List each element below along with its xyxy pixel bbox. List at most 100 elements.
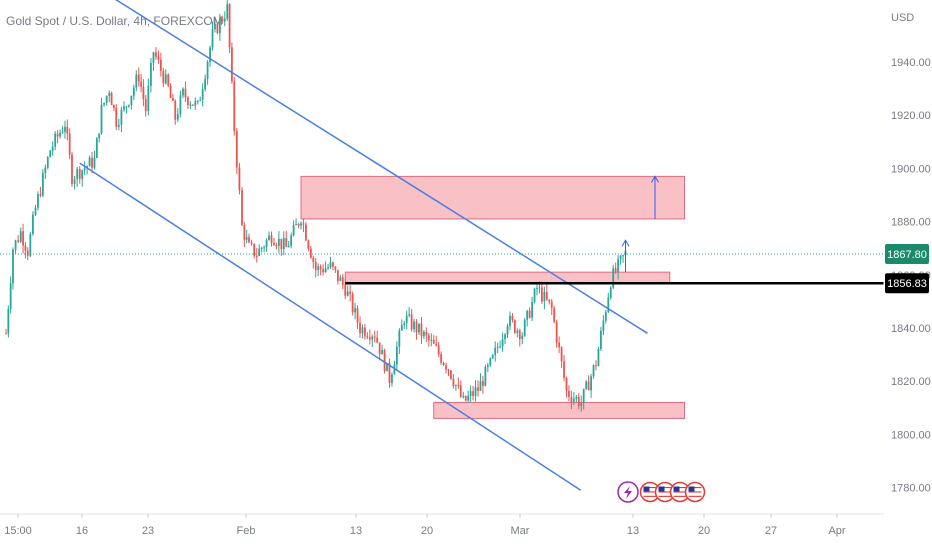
- candle-body: [44, 167, 47, 173]
- candle-body: [51, 146, 54, 151]
- candle-body: [368, 337, 371, 340]
- flag-icon-stripe: [658, 491, 672, 493]
- time-tick-label: 27: [765, 525, 777, 537]
- candle-body: [182, 88, 184, 96]
- candle-body: [543, 291, 546, 302]
- candle-body: [467, 395, 470, 401]
- candle-body: [371, 336, 374, 340]
- candle-body: [361, 327, 364, 334]
- candle-body: [73, 179, 76, 184]
- level-price-badge: [885, 273, 929, 294]
- candle-body: [501, 339, 504, 347]
- candle-body: [184, 88, 187, 98]
- candle-body: [196, 100, 199, 102]
- candle-body: [14, 240, 17, 250]
- candle-body: [88, 157, 91, 167]
- candle-body: [7, 309, 10, 334]
- candle-body: [587, 381, 590, 391]
- candle-body: [580, 402, 583, 406]
- candle-body: [553, 308, 556, 323]
- candle-body: [518, 330, 521, 340]
- candle-body: [565, 378, 568, 391]
- candle-body: [523, 319, 526, 336]
- candle-body: [339, 277, 342, 281]
- candle-body: [319, 266, 322, 270]
- flag-icon-stripe: [658, 493, 672, 495]
- price-tick-label: 1920.00: [891, 110, 931, 122]
- candle-body: [336, 269, 339, 281]
- candle-body: [432, 339, 435, 344]
- symbol-title: Gold Spot / U.S. Dollar, 4h, FOREXCOM: [6, 14, 223, 28]
- time-tick-label: 15:00: [4, 525, 32, 537]
- candle-body: [447, 369, 450, 371]
- candle-body: [9, 283, 12, 310]
- candle-body: [568, 390, 570, 397]
- candle-body: [450, 370, 452, 379]
- candle-body: [231, 47, 233, 82]
- candle-body: [157, 56, 160, 60]
- flag-icon-stripe: [658, 495, 672, 497]
- candle-body: [142, 86, 145, 100]
- candle-body: [329, 262, 332, 268]
- candle-body: [83, 168, 86, 171]
- price-tick-label: 1900.00: [891, 163, 931, 175]
- time-tick-label: Apr: [828, 525, 845, 537]
- candle-body: [570, 396, 573, 402]
- candle-body: [164, 74, 167, 84]
- candle-body: [176, 114, 179, 120]
- candle-body: [135, 74, 138, 88]
- candle-body: [332, 262, 334, 267]
- candle-body: [105, 95, 108, 103]
- candle-body: [117, 124, 120, 127]
- candle-body: [150, 63, 152, 86]
- time-tick-label: 20: [698, 525, 710, 537]
- candle-body: [351, 293, 354, 313]
- candle-body: [395, 346, 398, 365]
- candle-body: [302, 223, 305, 225]
- candle-body: [204, 78, 207, 90]
- candle-body: [484, 366, 487, 386]
- candle-body: [555, 322, 558, 343]
- candle-body: [440, 354, 443, 363]
- candle-body: [489, 358, 492, 366]
- flag-icon-canton: [643, 486, 650, 492]
- candle-body: [423, 331, 425, 337]
- candle-body: [366, 336, 369, 338]
- candle-body: [59, 132, 61, 137]
- flag-icon-stripe: [673, 489, 687, 491]
- candle-body: [189, 104, 192, 106]
- time-tick-label: 13: [350, 525, 362, 537]
- zone-rect: [344, 271, 671, 284]
- flag-icon-stripe: [688, 487, 702, 489]
- candle-body: [54, 133, 57, 147]
- candle-body: [292, 225, 295, 236]
- price-tick-label: 1780.00: [891, 483, 931, 495]
- candle-body: [17, 240, 20, 242]
- channel-lower-line: [79, 162, 582, 491]
- candle-body: [132, 87, 135, 96]
- price-tick-label: 1840.00: [891, 323, 931, 335]
- flag-icon-stripe: [658, 489, 672, 491]
- candle-body: [201, 89, 204, 100]
- time-tick-label: 13: [627, 525, 639, 537]
- candle-body: [376, 337, 379, 343]
- candle-body: [110, 92, 113, 106]
- zones-layer: [300, 175, 685, 419]
- last-price-badge: [885, 244, 929, 265]
- candle-body: [137, 74, 140, 82]
- zone-rect: [433, 401, 685, 419]
- candle-body: [78, 169, 81, 179]
- candle-body: [174, 100, 177, 120]
- zone-rect: [300, 175, 685, 220]
- flag-icon-stripe: [643, 495, 657, 497]
- candle-body: [612, 268, 615, 288]
- candle-body: [420, 323, 423, 337]
- candle-body: [327, 267, 329, 269]
- candle-body: [479, 381, 482, 391]
- candle-body: [619, 255, 622, 260]
- candle-body: [509, 315, 511, 327]
- candle-body: [123, 106, 125, 110]
- candle-body: [577, 396, 580, 406]
